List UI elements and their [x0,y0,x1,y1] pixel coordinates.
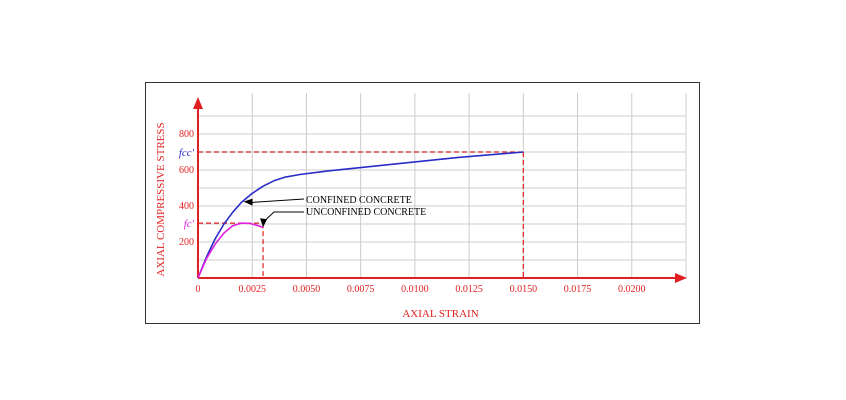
x-tick-label: 0.0200 [618,284,646,295]
x-tick-label: 0.0075 [347,284,375,295]
x-axis-arrow [675,273,687,283]
chart-frame: 0 0.0025 0.0050 0.0075 0.0100 0.0125 0.0150 0.0… [145,82,700,324]
unconfined-callout-arrow [260,218,268,228]
unconfined-callout-leader [263,211,304,222]
unconfined-concrete-label: UNCONFINED CONCRETE [306,207,426,218]
fcc-label: fcc' [179,147,195,159]
x-tick-label: 0.0125 [455,284,483,295]
confined-callout-leader [249,198,305,204]
x-tick-label: 0.0175 [564,284,592,295]
x-tick-label: 0.0025 [238,284,266,295]
y-axis-title: AXIAL COMPRESSIVE STRESS [155,122,167,276]
y-tick-label: 600 [179,165,194,176]
chart-svg: 0 0.0025 0.0050 0.0075 0.0100 0.0125 0.0150 0.0… [155,93,687,320]
unconfined-concrete-line [197,222,264,279]
x-tick-label: 0.0150 [510,284,538,295]
x-axis-title: AXIAL STRAIN [402,308,478,320]
y-axis-arrow [193,97,203,109]
y-tick-label: 200 [179,237,194,248]
confined-callout-arrow [243,198,253,206]
x-tick-label: 0.0100 [401,284,429,295]
y-tick-label: 400 [179,201,194,212]
x-tick-label: 0 [196,284,201,295]
x-tick-label: 0.0050 [293,284,321,295]
y-tick-label: 800 [179,129,194,140]
confined-concrete-label: CONFINED CONCRETE [306,195,412,206]
confined-concrete-line [197,151,524,279]
fc-label: fc' [184,218,195,230]
